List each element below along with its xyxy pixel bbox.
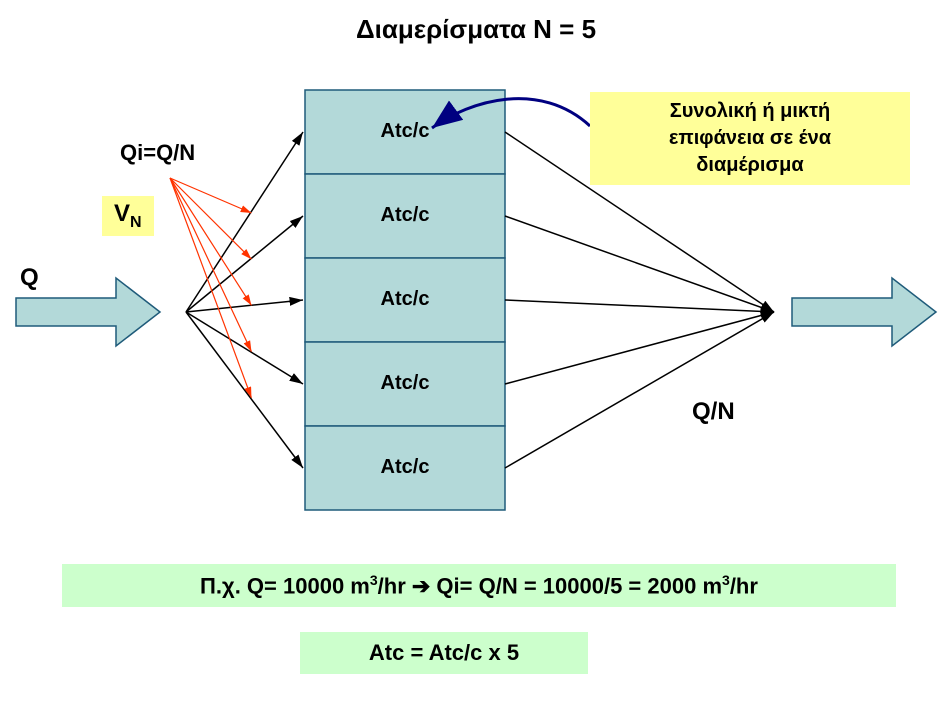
compartment-label: Atc/c bbox=[305, 288, 505, 311]
equation-green-1: Π.χ. Q= 10000 m3/hr ➔ Qi= Q/N = 10000/5 … bbox=[62, 564, 896, 607]
vn-sub: N bbox=[130, 214, 142, 231]
eq1-prefix: Π.χ. Q= 10000 m bbox=[200, 573, 370, 598]
annotation-line-1: Συνολική ή μικτή bbox=[600, 98, 900, 125]
compartment-label: Atc/c bbox=[305, 204, 505, 227]
compartment-label: Atc/c bbox=[305, 120, 505, 143]
qi-label: Qi=Q/N bbox=[120, 140, 195, 166]
diagram-title: Διαμερίσματα Ν = 5 bbox=[0, 14, 952, 45]
vn-box: VN bbox=[102, 196, 154, 236]
qi-red-arrows bbox=[170, 178, 251, 398]
output-arrow bbox=[792, 278, 936, 346]
annotation-line-3: διαμέρισμα bbox=[600, 152, 900, 179]
vn-v: V bbox=[114, 200, 130, 227]
equation-green-2: Atc = Atc/c x 5 bbox=[300, 632, 588, 674]
annotation-box: Συνολική ή μικτή επιφάνεια σε ένα διαμέρ… bbox=[590, 92, 910, 185]
eq1-sup2: 3 bbox=[722, 572, 730, 588]
q-label: Q bbox=[20, 264, 39, 292]
eq1-suffix: /hr bbox=[730, 573, 758, 598]
compartment-label: Atc/c bbox=[305, 456, 505, 479]
compartment-label: Atc/c bbox=[305, 372, 505, 395]
qn-label: Q/N bbox=[692, 398, 735, 426]
split-arrows-left bbox=[186, 132, 303, 468]
annotation-line-2: επιφάνεια σε ένα bbox=[600, 125, 900, 152]
eq1-mid: /hr ➔ Qi= Q/N = 10000/5 = 2000 m bbox=[378, 573, 722, 598]
eq1-sup1: 3 bbox=[370, 572, 378, 588]
